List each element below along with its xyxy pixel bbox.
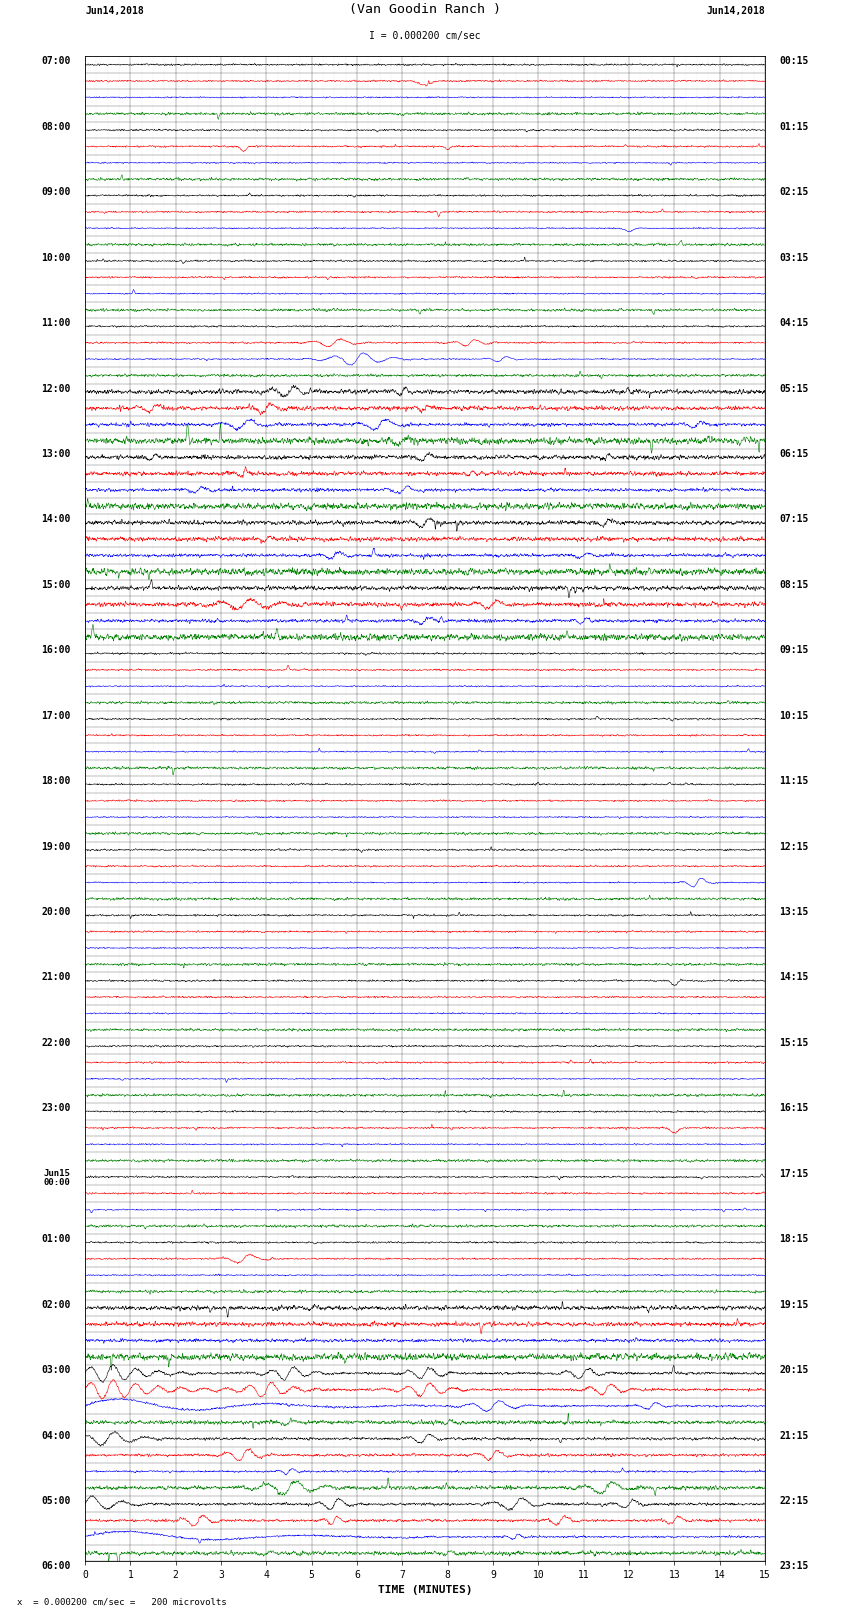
Text: x  = 0.000200 cm/sec =   200 microvolts: x = 0.000200 cm/sec = 200 microvolts	[17, 1597, 227, 1607]
Text: 05:00: 05:00	[41, 1495, 71, 1507]
Text: 23:15: 23:15	[779, 1561, 809, 1571]
Text: 10:00: 10:00	[41, 253, 71, 263]
Text: 15:00: 15:00	[41, 581, 71, 590]
Text: 15:15: 15:15	[779, 1037, 809, 1048]
Text: 23:00: 23:00	[41, 1103, 71, 1113]
Text: 00:00: 00:00	[43, 1177, 71, 1187]
Text: 12:00: 12:00	[41, 384, 71, 394]
Text: 07:15: 07:15	[779, 515, 809, 524]
Text: Jun14,2018: Jun14,2018	[706, 6, 765, 16]
Text: 09:00: 09:00	[41, 187, 71, 197]
Text: 04:15: 04:15	[779, 318, 809, 327]
Text: 20:15: 20:15	[779, 1365, 809, 1376]
Text: 14:00: 14:00	[41, 515, 71, 524]
Text: 07:00: 07:00	[41, 56, 71, 66]
Text: 11:00: 11:00	[41, 318, 71, 327]
Text: 02:00: 02:00	[41, 1300, 71, 1310]
Text: 20:00: 20:00	[41, 907, 71, 918]
Text: 08:15: 08:15	[779, 581, 809, 590]
Text: 21:15: 21:15	[779, 1431, 809, 1440]
X-axis label: TIME (MINUTES): TIME (MINUTES)	[377, 1584, 473, 1595]
Text: 12:15: 12:15	[779, 842, 809, 852]
Text: 22:00: 22:00	[41, 1037, 71, 1048]
Text: 16:15: 16:15	[779, 1103, 809, 1113]
Text: 19:00: 19:00	[41, 842, 71, 852]
Text: 10:15: 10:15	[779, 711, 809, 721]
Text: 03:15: 03:15	[779, 253, 809, 263]
Text: 08:00: 08:00	[41, 123, 71, 132]
Text: 01:15: 01:15	[779, 123, 809, 132]
Text: 03:00: 03:00	[41, 1365, 71, 1376]
Text: 18:15: 18:15	[779, 1234, 809, 1244]
Text: 21:00: 21:00	[41, 973, 71, 982]
Text: 04:00: 04:00	[41, 1431, 71, 1440]
Text: 11:15: 11:15	[779, 776, 809, 786]
Text: 02:15: 02:15	[779, 187, 809, 197]
Text: 09:15: 09:15	[779, 645, 809, 655]
Text: 22:15: 22:15	[779, 1495, 809, 1507]
Text: 13:00: 13:00	[41, 448, 71, 460]
Text: 05:15: 05:15	[779, 384, 809, 394]
Text: 17:00: 17:00	[41, 711, 71, 721]
Text: 06:15: 06:15	[779, 448, 809, 460]
Text: I = 0.000200 cm/sec: I = 0.000200 cm/sec	[369, 31, 481, 42]
Text: Jun15: Jun15	[43, 1169, 71, 1177]
Text: (Van Goodin Ranch ): (Van Goodin Ranch )	[349, 3, 501, 16]
Text: 17:15: 17:15	[779, 1169, 809, 1179]
Text: Jun14,2018: Jun14,2018	[85, 6, 144, 16]
Text: 18:00: 18:00	[41, 776, 71, 786]
Text: 00:15: 00:15	[779, 56, 809, 66]
Text: 14:15: 14:15	[779, 973, 809, 982]
Text: 06:00: 06:00	[41, 1561, 71, 1571]
Text: 19:15: 19:15	[779, 1300, 809, 1310]
Text: 16:00: 16:00	[41, 645, 71, 655]
Text: 01:00: 01:00	[41, 1234, 71, 1244]
Text: 13:15: 13:15	[779, 907, 809, 918]
